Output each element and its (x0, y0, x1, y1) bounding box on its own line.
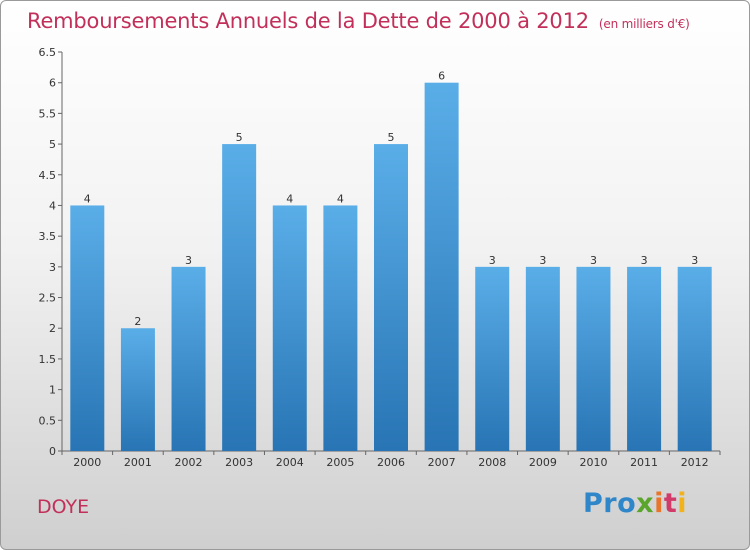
proxiti-logo: Proxiti (583, 488, 688, 519)
chart-title: Remboursements Annuels de la Dette de 20… (27, 9, 690, 33)
commune-name: DOYE (37, 496, 90, 518)
y-tick-label: 0.5 (39, 414, 57, 427)
x-tick-label: 2000 (73, 456, 101, 469)
bar (120, 328, 155, 451)
bar-value-label: 3 (590, 254, 597, 267)
bar (70, 205, 105, 451)
bar-value-label: 3 (641, 254, 648, 267)
bar (424, 82, 459, 451)
x-tick-label: 2002 (175, 456, 203, 469)
y-tick-label: 2 (49, 322, 56, 335)
x-tick-label: 2010 (579, 456, 607, 469)
bar-value-label: 3 (691, 254, 698, 267)
bar-value-label: 5 (388, 131, 395, 144)
y-tick-label: 4.5 (39, 169, 57, 182)
bar-value-label: 3 (539, 254, 546, 267)
y-tick-label: 1 (49, 384, 56, 397)
y-tick-label: 3.5 (39, 230, 57, 243)
bar-value-label: 3 (185, 254, 192, 267)
bar-value-label: 4 (337, 192, 344, 205)
bar (222, 144, 257, 452)
bar (475, 266, 510, 451)
x-tick-label: 2009 (529, 456, 557, 469)
y-tick-label: 3 (49, 261, 56, 274)
chart-title-text: Remboursements Annuels de la Dette de 20… (27, 9, 589, 33)
y-tick-label: 2.5 (39, 292, 57, 305)
x-tick-label: 2004 (276, 456, 304, 469)
bar (323, 205, 358, 451)
y-tick-label: 6.5 (39, 46, 57, 59)
x-tick-label: 2006 (377, 456, 405, 469)
x-tick-label: 2001 (124, 456, 152, 469)
bar (374, 144, 408, 452)
bar-value-label: 6 (438, 70, 445, 83)
x-tick-label: 2008 (478, 456, 506, 469)
bar-value-label: 4 (286, 192, 293, 205)
y-tick-label: 4 (49, 199, 56, 212)
bar (525, 266, 560, 451)
bar-value-label: 2 (134, 315, 141, 328)
x-tick-label: 2005 (326, 456, 354, 469)
bar-value-label: 5 (236, 131, 243, 144)
y-tick-label: 1.5 (39, 353, 57, 366)
y-tick-label: 5.5 (39, 107, 57, 120)
bar-value-label: 4 (84, 192, 91, 205)
y-tick-label: 5 (49, 138, 56, 151)
bar-value-label: 3 (489, 254, 496, 267)
bar (627, 266, 662, 451)
bar (171, 266, 206, 451)
bar (576, 266, 611, 451)
y-tick-label: 0 (49, 445, 56, 458)
x-tick-label: 2003 (225, 456, 253, 469)
bar (677, 266, 712, 451)
x-tick-label: 2012 (681, 456, 709, 469)
bar (272, 205, 307, 451)
y-tick-label: 6 (49, 77, 56, 90)
x-tick-label: 2011 (630, 456, 658, 469)
x-tick-label: 2007 (428, 456, 456, 469)
chart-unit: (en milliers d'€) (598, 17, 690, 31)
